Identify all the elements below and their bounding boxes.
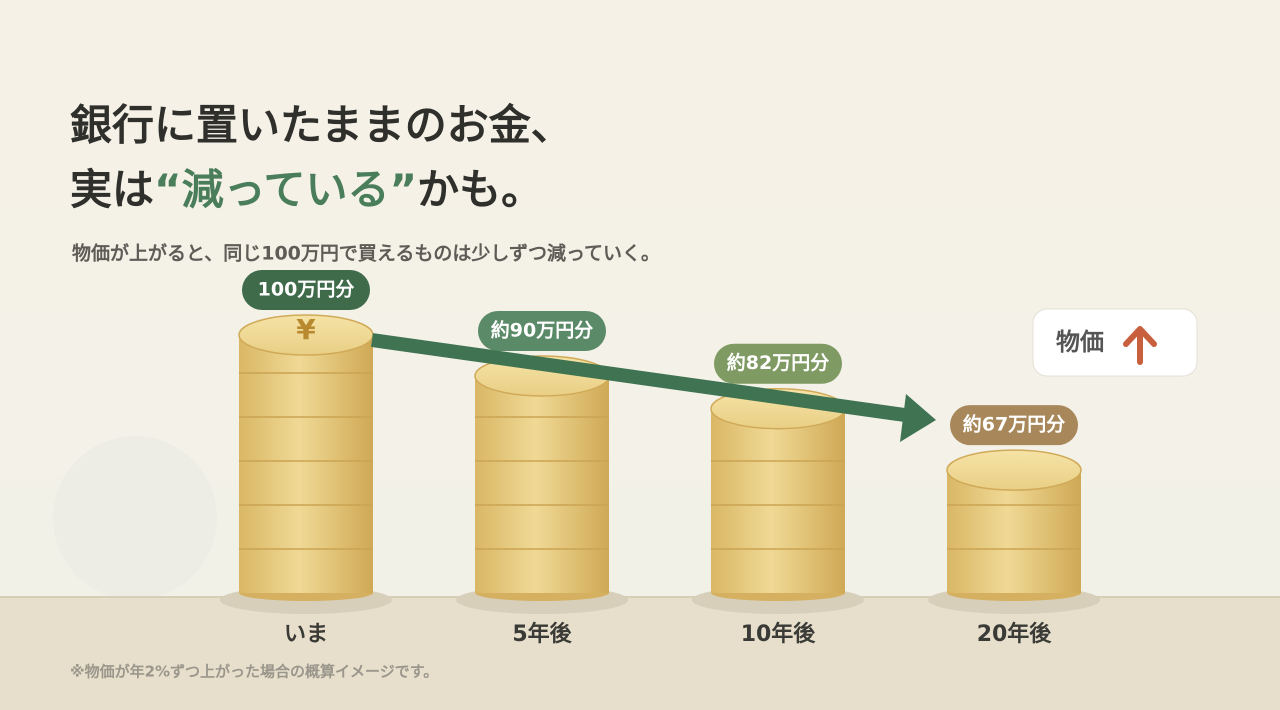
coin-stack [711, 408, 845, 593]
decor-circle [53, 436, 217, 600]
value-label-bg [714, 343, 842, 384]
icon-head [1123, 326, 1157, 347]
value-label-bg [478, 310, 606, 351]
x-tick-label: 20年後 [977, 621, 1053, 647]
arrow-head [900, 394, 936, 442]
title-line-1: 銀行に置いたままのお金、 [70, 101, 573, 150]
yen-symbol: ¥ [296, 313, 316, 346]
badge [1032, 308, 1198, 377]
floor [0, 597, 1280, 710]
arrow-shaft [371, 333, 913, 423]
x-tick-label: いま [284, 622, 328, 647]
title-part: 実は [70, 165, 154, 214]
coin-stack [475, 375, 609, 593]
title-highlight: “減っている” [154, 165, 417, 214]
value-label-bg [242, 270, 370, 310]
x-tick-label: 10年後 [741, 621, 817, 647]
title-line-2: 実は“減っている”かも。 [70, 165, 543, 214]
badge-text: 物価 [1056, 328, 1104, 356]
value-label: 100万円分 [258, 279, 355, 301]
coin-stack [239, 335, 373, 593]
up-arrow-icon [1123, 326, 1157, 365]
title-part: かも。 [417, 165, 543, 214]
note: ※物価が年2%ずつ上がった場合の概算イメージです。 [70, 663, 438, 681]
subtitle: 物価が上がると、同じ100万円で買えるものは少しずつ減っていく。 [72, 242, 660, 265]
x-tick-label: 5年後 [512, 621, 572, 647]
stack-top [946, 449, 1082, 491]
value-label: 約82万円分 [727, 351, 829, 374]
value-label-bg [950, 405, 1078, 446]
trend-arrow [371, 333, 936, 442]
value-label: 約67万円分 [963, 413, 1065, 436]
value-label: 約90万円分 [491, 318, 593, 341]
